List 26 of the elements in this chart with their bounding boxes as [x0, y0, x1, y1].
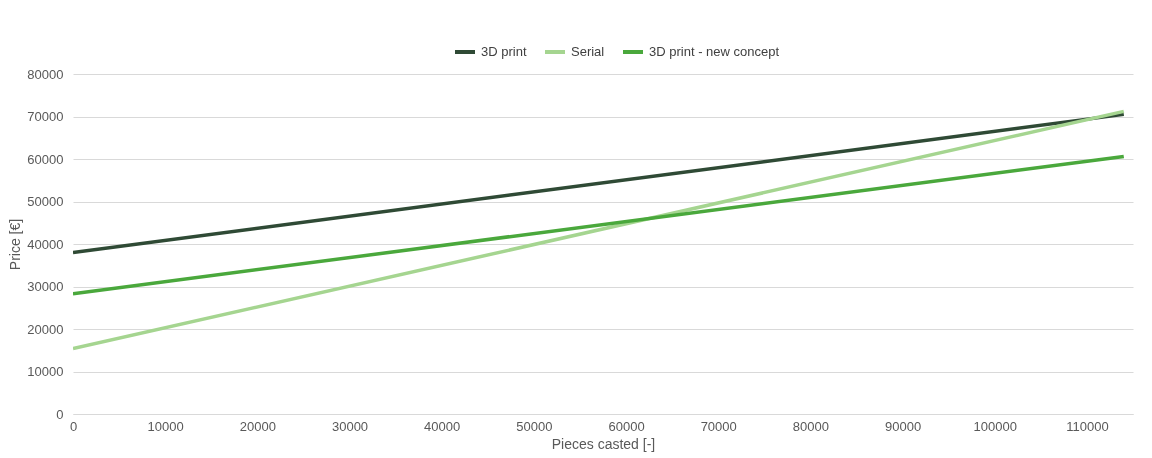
x-tick-label: 70000: [700, 418, 737, 434]
x-tick-label: 50000: [516, 418, 553, 434]
legend-label: 3D print - new concept: [649, 44, 780, 59]
x-tick-label: 30000: [331, 418, 369, 434]
x-tick-label: 40000: [424, 418, 461, 434]
y-axis-title: Price [€]: [7, 218, 24, 271]
x-tick-label: 110000: [1066, 418, 1109, 434]
x-tick-label: 60000: [608, 418, 645, 434]
y-tick-label: 50000: [27, 194, 64, 209]
x-tick-label: 80000: [792, 418, 829, 434]
x-tick-label: 0: [69, 418, 78, 434]
y-tick-label: 20000: [27, 321, 64, 337]
y-tick-label: 60000: [27, 151, 64, 167]
y-tick-label: 30000: [27, 279, 64, 294]
y-tick-label: 40000: [27, 236, 64, 252]
y-tick-label: 70000: [27, 109, 64, 124]
legend-label: 3D print: [481, 44, 527, 59]
x-tick-label: 20000: [239, 418, 276, 434]
legend-label: Serial: [571, 44, 605, 59]
y-tick-label: 10000: [27, 364, 64, 379]
y-tick-label: 80000: [27, 66, 64, 82]
y-tick-label: 0: [56, 406, 64, 422]
x-tick-label: 90000: [884, 418, 922, 434]
x-tick-label: 100000: [973, 418, 1017, 434]
x-axis-title: Pieces casted [-]: [551, 435, 656, 452]
x-tick-label: 10000: [147, 418, 184, 434]
